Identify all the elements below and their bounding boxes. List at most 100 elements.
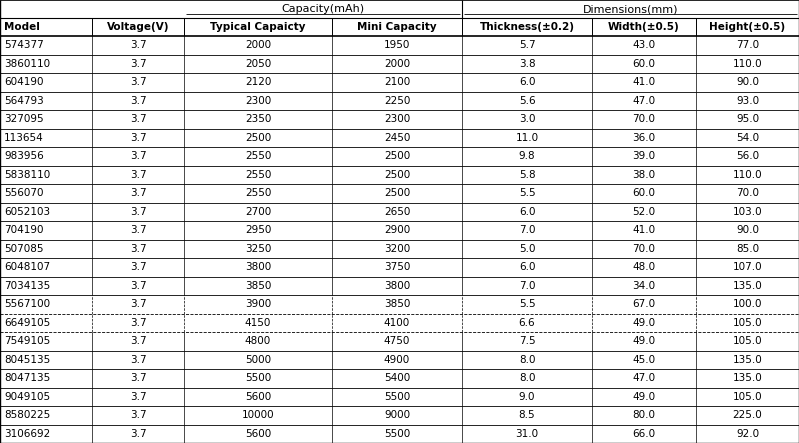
Text: 3.7: 3.7 (129, 77, 146, 87)
Text: 7034135: 7034135 (4, 281, 50, 291)
Text: 3.7: 3.7 (129, 96, 146, 106)
Text: 5500: 5500 (384, 429, 410, 439)
Text: 2950: 2950 (244, 225, 271, 235)
Text: 574377: 574377 (4, 40, 44, 50)
Text: 3.7: 3.7 (129, 170, 146, 180)
Text: 327095: 327095 (4, 114, 44, 124)
Text: 6649105: 6649105 (4, 318, 50, 328)
Text: 5838110: 5838110 (4, 170, 50, 180)
Text: 604190: 604190 (4, 77, 43, 87)
Text: 2550: 2550 (244, 170, 271, 180)
Text: 2350: 2350 (244, 114, 271, 124)
Text: 3.7: 3.7 (129, 355, 146, 365)
Text: 225.0: 225.0 (733, 410, 762, 420)
Text: Thickness(±0.2): Thickness(±0.2) (479, 22, 574, 32)
Text: 105.0: 105.0 (733, 336, 762, 346)
Text: 6052103: 6052103 (4, 207, 50, 217)
Text: 3.7: 3.7 (129, 59, 146, 69)
Text: 2500: 2500 (384, 151, 410, 161)
Text: 3.7: 3.7 (129, 281, 146, 291)
Text: 564793: 564793 (4, 96, 44, 106)
Text: 5.6: 5.6 (519, 96, 535, 106)
Text: 4750: 4750 (384, 336, 410, 346)
Text: Height(±0.5): Height(±0.5) (710, 22, 785, 32)
Text: 2900: 2900 (384, 225, 410, 235)
Text: 2500: 2500 (384, 188, 410, 198)
Text: Dimensions(mm): Dimensions(mm) (582, 4, 678, 14)
Text: 47.0: 47.0 (633, 96, 655, 106)
Text: 48.0: 48.0 (633, 262, 655, 272)
Text: 103.0: 103.0 (733, 207, 762, 217)
Text: 5567100: 5567100 (4, 299, 50, 309)
Text: 3900: 3900 (244, 299, 271, 309)
Text: 60.0: 60.0 (633, 188, 655, 198)
Text: 3.7: 3.7 (129, 262, 146, 272)
Text: 70.0: 70.0 (736, 188, 759, 198)
Text: 9.0: 9.0 (519, 392, 535, 402)
Text: Typical Capaicty: Typical Capaicty (210, 22, 306, 32)
Text: 3800: 3800 (244, 262, 271, 272)
Text: 43.0: 43.0 (633, 40, 655, 50)
Text: 2550: 2550 (244, 151, 271, 161)
Text: 34.0: 34.0 (633, 281, 655, 291)
Text: 7.5: 7.5 (519, 336, 535, 346)
Text: 54.0: 54.0 (736, 133, 759, 143)
Text: 93.0: 93.0 (736, 96, 759, 106)
Text: 107.0: 107.0 (733, 262, 762, 272)
Text: 2100: 2100 (384, 77, 410, 87)
Text: 5500: 5500 (384, 392, 410, 402)
Text: 3850: 3850 (244, 281, 271, 291)
Text: 6.0: 6.0 (519, 262, 535, 272)
Text: 3750: 3750 (384, 262, 410, 272)
Text: 3.7: 3.7 (129, 114, 146, 124)
Text: 38.0: 38.0 (633, 170, 655, 180)
Text: 2250: 2250 (384, 96, 410, 106)
Text: 85.0: 85.0 (736, 244, 759, 254)
Text: 110.0: 110.0 (733, 59, 762, 69)
Text: 556070: 556070 (4, 188, 43, 198)
Text: 47.0: 47.0 (633, 373, 655, 383)
Text: 8.0: 8.0 (519, 355, 535, 365)
Text: 9000: 9000 (384, 410, 410, 420)
Text: 9049105: 9049105 (4, 392, 50, 402)
Text: 2300: 2300 (384, 114, 410, 124)
Text: 7.0: 7.0 (519, 225, 535, 235)
Text: 5.5: 5.5 (519, 299, 535, 309)
Text: 3.7: 3.7 (129, 207, 146, 217)
Text: 5000: 5000 (245, 355, 271, 365)
Text: 5400: 5400 (384, 373, 410, 383)
Text: 3.7: 3.7 (129, 299, 146, 309)
Text: 100.0: 100.0 (733, 299, 762, 309)
Text: 983956: 983956 (4, 151, 44, 161)
Text: 6048107: 6048107 (4, 262, 50, 272)
Text: 8045135: 8045135 (4, 355, 50, 365)
Text: 3.8: 3.8 (519, 59, 535, 69)
Text: 6.6: 6.6 (519, 318, 535, 328)
Text: 52.0: 52.0 (633, 207, 655, 217)
Text: 8580225: 8580225 (4, 410, 50, 420)
Text: 49.0: 49.0 (633, 318, 655, 328)
Text: 9.8: 9.8 (519, 151, 535, 161)
Text: 2300: 2300 (244, 96, 271, 106)
Text: 110.0: 110.0 (733, 170, 762, 180)
Text: 3860110: 3860110 (4, 59, 50, 69)
Text: 3.7: 3.7 (129, 318, 146, 328)
Text: 5.5: 5.5 (519, 188, 535, 198)
Text: 3.0: 3.0 (519, 114, 535, 124)
Text: Voltage(V): Voltage(V) (107, 22, 169, 32)
Text: 507085: 507085 (4, 244, 43, 254)
Text: 135.0: 135.0 (733, 281, 762, 291)
Text: 80.0: 80.0 (633, 410, 655, 420)
Text: Width(±0.5): Width(±0.5) (608, 22, 680, 32)
Text: 49.0: 49.0 (633, 392, 655, 402)
Text: 4800: 4800 (244, 336, 271, 346)
Text: 2000: 2000 (245, 40, 271, 50)
Text: 95.0: 95.0 (736, 114, 759, 124)
Text: 135.0: 135.0 (733, 355, 762, 365)
Text: 3850: 3850 (384, 299, 410, 309)
Text: 4150: 4150 (244, 318, 271, 328)
Text: Capacity(mAh): Capacity(mAh) (281, 4, 364, 14)
Text: 3.7: 3.7 (129, 225, 146, 235)
Text: 92.0: 92.0 (736, 429, 759, 439)
Text: 3.7: 3.7 (129, 40, 146, 50)
